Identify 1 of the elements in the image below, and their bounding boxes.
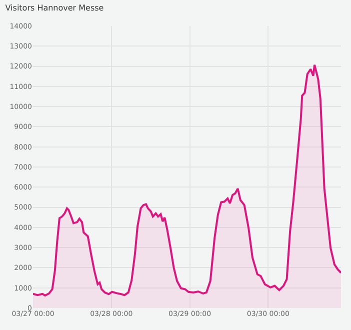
chart-title: Visitors Hannover Messe <box>5 4 104 13</box>
